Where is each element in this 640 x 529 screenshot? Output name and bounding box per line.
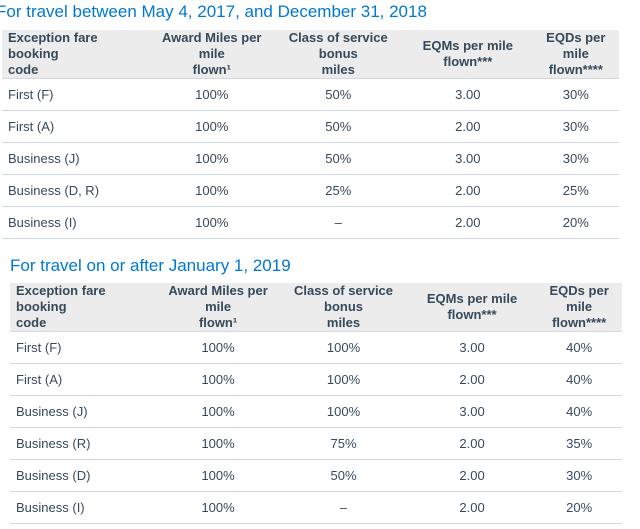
eqds-cell: 40% — [536, 395, 622, 428]
eqds-cell: 25% — [532, 174, 619, 207]
travel-period-section-2017-2018: For travel between May 4, 2017, and Dece… — [0, 3, 640, 239]
eqds-cell: 30% — [532, 142, 619, 175]
award-miles-cell: 100% — [150, 78, 274, 111]
fare-code-cell: First (A) — [2, 110, 151, 143]
eqds-cell: 20% — [536, 491, 622, 524]
fare-code-cell: First (A) — [10, 363, 157, 396]
column-header-award-miles: Award Miles per mile flown¹ — [150, 30, 274, 79]
table-row: Business (R) 100% 75% 2.00 35% — [10, 427, 622, 460]
award-miles-cell: 100% — [156, 459, 280, 492]
fare-code-cell: First (F) — [2, 78, 151, 111]
column-header-award-miles: Award Miles per mile flown¹ — [156, 283, 280, 332]
award-miles-cell: 100% — [156, 395, 280, 428]
class-bonus-cell: 100% — [279, 395, 408, 428]
eqms-cell: 2.00 — [403, 110, 533, 143]
award-miles-cell: 100% — [156, 363, 280, 396]
class-bonus-cell: 100% — [279, 363, 408, 396]
eqds-cell: 20% — [532, 206, 619, 239]
class-bonus-cell: – — [273, 206, 404, 239]
award-miles-cell: 100% — [156, 331, 280, 364]
fare-code-cell: First (F) — [10, 331, 157, 364]
class-bonus-cell: 100% — [279, 331, 408, 364]
table-header-row: Exception fare booking code Award Miles … — [2, 30, 619, 79]
eqds-cell: 40% — [536, 363, 622, 396]
eqms-cell: 3.00 — [407, 331, 537, 364]
fare-code-cell: Business (I) — [2, 206, 151, 239]
eqms-cell: 2.00 — [407, 491, 537, 524]
table-row: Business (D, R) 100% 25% 2.00 25% — [2, 174, 619, 207]
column-header-class-bonus: Class of service bonus miles — [279, 283, 408, 332]
column-header-eqms: EQMs per mile flown*** — [403, 30, 533, 79]
eqds-cell: 40% — [536, 331, 622, 364]
eqms-cell: 2.00 — [403, 174, 533, 207]
eqds-cell: 30% — [532, 78, 619, 111]
fare-table-2019: Exception fare booking code Award Miles … — [10, 283, 622, 524]
table-row: Business (J) 100% 100% 3.00 40% — [10, 395, 622, 428]
table-row: First (A) 100% 100% 2.00 40% — [10, 363, 622, 396]
column-header-eqds: EQDs per mile flown**** — [532, 30, 619, 79]
class-bonus-cell: 75% — [279, 427, 408, 460]
column-header-eqms: EQMs per mile flown*** — [407, 283, 537, 332]
column-header-class-bonus: Class of service bonus miles — [273, 30, 404, 79]
award-miles-cell: 100% — [156, 427, 280, 460]
award-miles-cell: 100% — [150, 174, 274, 207]
eqms-cell: 2.00 — [407, 427, 537, 460]
award-miles-cell: 100% — [156, 491, 280, 524]
eqds-cell: 30% — [532, 110, 619, 143]
table-row: Business (D) 100% 50% 2.00 30% — [10, 459, 622, 492]
class-bonus-cell: 50% — [273, 110, 404, 143]
table-row: First (F) 100% 50% 3.00 30% — [2, 78, 619, 111]
fare-code-cell: Business (J) — [2, 142, 151, 175]
fare-code-cell: Business (R) — [10, 427, 157, 460]
fare-code-cell: Business (D, R) — [2, 174, 151, 207]
table-header-row: Exception fare booking code Award Miles … — [10, 283, 622, 332]
eqms-cell: 2.00 — [407, 363, 537, 396]
eqms-cell: 2.00 — [407, 459, 537, 492]
table-row: Business (I) 100% – 2.00 20% — [2, 206, 619, 239]
class-bonus-cell: 50% — [279, 459, 408, 492]
column-header-exception-fare: Exception fare booking code — [2, 30, 151, 79]
travel-period-section-2019: For travel on or after January 1, 2019 E… — [0, 257, 640, 524]
eqds-cell: 30% — [536, 459, 622, 492]
class-bonus-cell: 50% — [273, 142, 404, 175]
fare-code-cell: Business (D) — [10, 459, 157, 492]
eqms-cell: 3.00 — [403, 142, 533, 175]
table-row: First (F) 100% 100% 3.00 40% — [10, 331, 622, 364]
eqms-cell: 2.00 — [403, 206, 533, 239]
table-row: Business (J) 100% 50% 3.00 30% — [2, 142, 619, 175]
fare-code-cell: Business (J) — [10, 395, 157, 428]
class-bonus-cell: 50% — [273, 78, 404, 111]
column-header-eqds: EQDs per mile flown**** — [536, 283, 622, 332]
table-row: Business (I) 100% – 2.00 20% — [10, 491, 622, 524]
fare-code-cell: Business (I) — [10, 491, 157, 524]
eqds-cell: 35% — [536, 427, 622, 460]
eqms-cell: 3.00 — [403, 78, 533, 111]
class-bonus-cell: – — [279, 491, 408, 524]
award-miles-cell: 100% — [150, 110, 274, 143]
table-row: First (A) 100% 50% 2.00 30% — [2, 110, 619, 143]
section-title: For travel on or after January 1, 2019 — [10, 256, 291, 275]
fare-table-2017-2018: Exception fare booking code Award Miles … — [2, 30, 619, 239]
class-bonus-cell: 25% — [273, 174, 404, 207]
section-title: For travel between May 4, 2017, and Dece… — [0, 2, 427, 21]
award-miles-cell: 100% — [150, 142, 274, 175]
column-header-exception-fare: Exception fare booking code — [10, 283, 157, 332]
eqms-cell: 3.00 — [407, 395, 537, 428]
award-miles-cell: 100% — [150, 206, 274, 239]
